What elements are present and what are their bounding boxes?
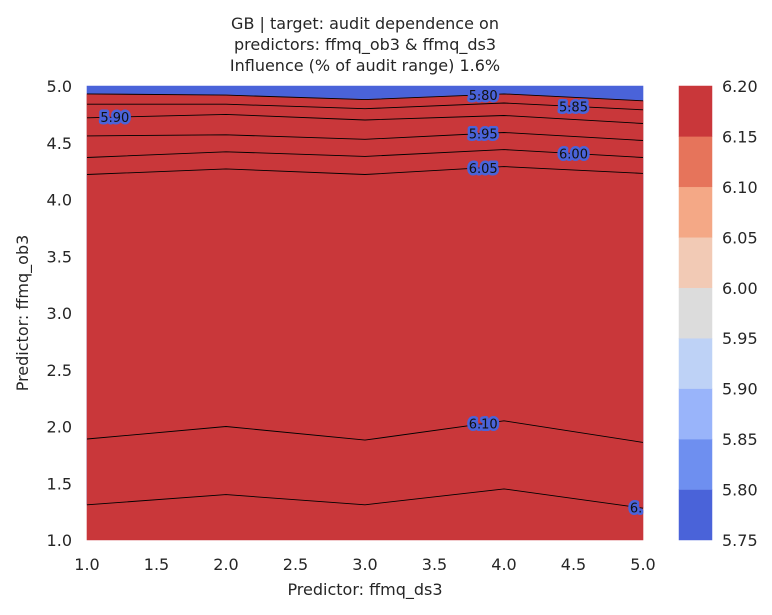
colorbar-segment (678, 237, 713, 288)
x-tick-label: 4.0 (491, 555, 516, 574)
contour-label-5.85: 5.85 (559, 100, 588, 115)
x-tick-label: 5.0 (630, 555, 655, 574)
x-tick-label: 3.5 (422, 555, 447, 574)
colorbar-segment (678, 337, 713, 389)
colorbar-tick-label: 6.00 (722, 279, 758, 298)
chart-title-line-2: predictors: ffmq_ob3 & ffmq_ds3 (234, 35, 496, 55)
colorbar-tick-label: 6.15 (722, 127, 758, 146)
contour-label-5.80: 5.80 (469, 89, 498, 104)
colorbar-segment (678, 388, 713, 440)
x-tick-label: 1.5 (144, 555, 169, 574)
colorbar-segment (678, 136, 713, 188)
colorbar-tick-label: 5.75 (722, 531, 758, 550)
contour-line-5.95 (86, 132, 644, 141)
contour-label-6.00: 6.00 (559, 148, 588, 163)
colorbar-tick-label: 6.20 (722, 77, 758, 96)
x-tick-label: 1.0 (74, 555, 99, 574)
contour-line-6.05 (86, 166, 644, 175)
y-tick-label: 1.0 (47, 531, 72, 550)
colorbar-segment (678, 85, 713, 137)
colorbar-tick-label: 5.90 (722, 380, 758, 399)
contour-line-5.80 (86, 93, 644, 102)
colorbar-tick-label: 6.10 (722, 178, 758, 197)
contour-label-6.10: 6.10 (469, 418, 498, 433)
y-tick-label: 2.0 (47, 418, 72, 437)
x-tick-label: 3.0 (352, 555, 377, 574)
y-tick-label: 4.0 (47, 191, 72, 210)
colorbar-segment (678, 186, 713, 238)
colorbar-segment (678, 438, 713, 490)
chart-title: GB | target: audit dependence on predict… (230, 14, 500, 75)
contour-lines (86, 93, 644, 509)
x-tick-label: 2.5 (283, 555, 308, 574)
chart-title-line-3: Influence (% of audit range) 1.6% (230, 56, 500, 75)
y-axis-label: Predictor: ffmq_ob3 (13, 235, 33, 392)
y-axis-ticks: 1.0 1.5 2.0 2.5 3.0 3.5 4.0 4.5 5.0 (47, 77, 72, 550)
colorbar-tick-label: 5.85 (722, 430, 758, 449)
colorbar-segment (678, 287, 713, 339)
colorbar-tick-label: 5.95 (722, 329, 758, 348)
contour-line-6.10 (86, 420, 644, 443)
contour-label-5.90: 5.90 (100, 111, 129, 126)
colorbar-tick-label: 6.05 (722, 228, 758, 247)
x-axis-label: Predictor: ffmq_ds3 (287, 580, 442, 600)
y-tick-label: 2.5 (47, 361, 72, 380)
contour-line-6.00 (86, 149, 644, 158)
contour-labels: 5.80 5.85 5.90 5.95 6.00 6.05 6.10 6. (98, 86, 645, 518)
contour-fill-regions (86, 85, 644, 541)
chart-title-line-1: GB | target: audit dependence on (231, 14, 499, 33)
y-tick-label: 3.0 (47, 304, 72, 323)
colorbar-tick-label: 5.80 (722, 481, 758, 500)
y-tick-label: 4.5 (47, 134, 72, 153)
colorbar (678, 85, 713, 541)
x-axis-ticks: 1.0 1.5 2.0 2.5 3.0 3.5 4.0 4.5 5.0 (74, 555, 655, 574)
contour-line-6. (86, 488, 644, 509)
contour-line-5.90 (86, 113, 644, 124)
contour-label-5.95: 5.95 (469, 128, 498, 143)
x-tick-label: 4.5 (561, 555, 586, 574)
contour-label-6.: 6. (630, 501, 642, 516)
contour-line-5.85 (87, 102, 644, 111)
y-tick-label: 1.5 (47, 474, 72, 493)
colorbar-ticks: 5.75 5.80 5.85 5.90 5.95 6.00 6.05 6.10 6.15 6.20 (722, 77, 758, 550)
y-tick-label: 5.0 (47, 77, 72, 96)
y-tick-label: 3.5 (47, 247, 72, 266)
x-tick-label: 2.0 (213, 555, 238, 574)
colorbar-segment (678, 489, 713, 541)
contour-label-6.05: 6.05 (469, 162, 498, 177)
